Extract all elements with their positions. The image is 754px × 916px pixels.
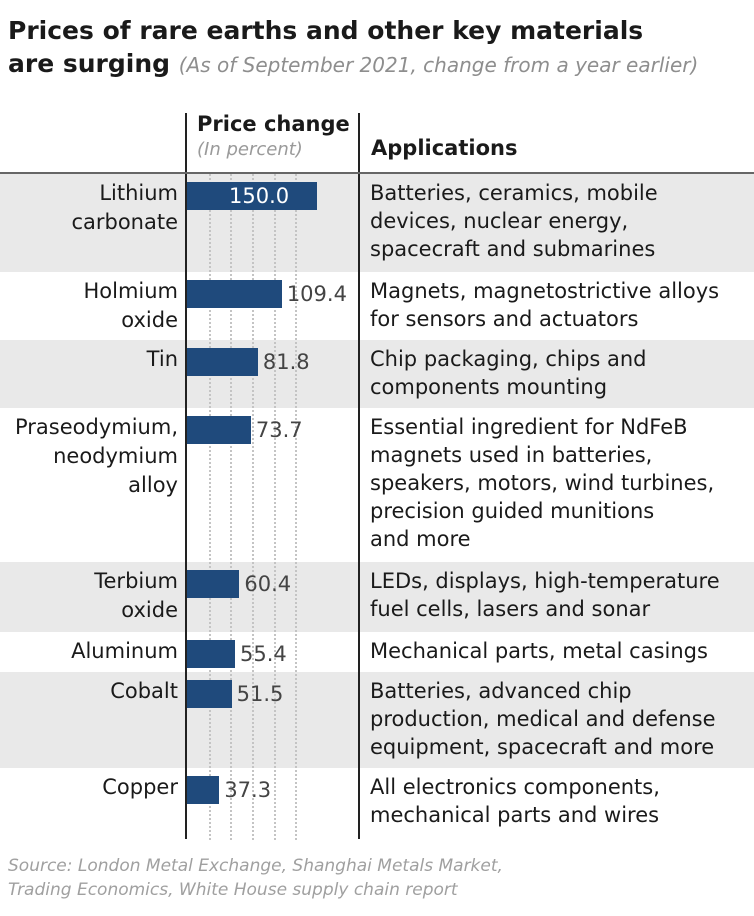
- application-line: components mounting: [370, 375, 608, 399]
- table-row: [0, 174, 754, 272]
- value-label: 51.5: [236, 682, 284, 706]
- value-label: 109.4: [286, 282, 347, 306]
- bar: [187, 182, 317, 210]
- value-label: 60.4: [244, 572, 292, 596]
- bar: [187, 640, 235, 668]
- source-line-1: Source: London Metal Exchange, Shanghai …: [8, 856, 503, 876]
- value-label: 55.4: [240, 642, 287, 666]
- title-line-2: are surging: [8, 49, 171, 78]
- price-change-header: Price change: [197, 112, 350, 136]
- applications-header: Applications: [371, 136, 518, 160]
- application-line: spacecraft and submarines: [370, 237, 656, 261]
- application-text: Mechanical parts, metal casings: [370, 637, 752, 665]
- gridline-50: [230, 174, 233, 840]
- category-label: Praseodymium, neodymium alloy: [15, 413, 178, 500]
- bar: [187, 348, 258, 376]
- gridline-125: [295, 174, 298, 840]
- bar: [187, 570, 240, 598]
- source-note: Source: London Metal Exchange, Shanghai …: [8, 854, 503, 902]
- category-label: Aluminum: [71, 637, 178, 666]
- table-row: [0, 340, 754, 408]
- category-label-line: Cobalt: [110, 679, 178, 703]
- category-label-line: neodymium: [53, 444, 178, 468]
- bar: [187, 416, 251, 444]
- bar: [187, 280, 282, 308]
- value-label: 37.3: [224, 778, 272, 802]
- category-label-line: oxide: [121, 308, 178, 332]
- bar: [187, 680, 232, 708]
- application-line: Batteries, advanced chip: [370, 679, 632, 703]
- application-line: and more: [370, 527, 471, 551]
- category-label: Holmium oxide: [83, 277, 178, 335]
- table-row: [0, 562, 754, 632]
- gridline-75: [252, 174, 254, 840]
- category-label-line: oxide: [121, 598, 178, 622]
- category-label: Copper: [102, 773, 178, 802]
- source-line-2: Trading Economics, White House supply ch…: [8, 880, 458, 900]
- application-text: LEDs, displays, high-temperature fuel cel…: [370, 567, 752, 623]
- application-line: for sensors and actuators: [370, 307, 639, 331]
- application-text: Chip packaging, chips and components moun…: [370, 345, 752, 401]
- chart-title: Prices of rare earths and other key mate…: [8, 14, 748, 82]
- application-line: Mechanical parts, metal casings: [370, 639, 708, 663]
- applications-divider: [358, 113, 360, 839]
- application-line: devices, nuclear energy,: [370, 209, 629, 233]
- category-label-line: Praseodymium,: [15, 415, 178, 439]
- application-text: Batteries, ceramics, mobile devices, nucl…: [370, 179, 752, 263]
- value-label: 73.7: [255, 418, 303, 442]
- chart-subtitle: (As of September 2021, change from a yea…: [178, 53, 699, 77]
- category-label-line: Lithium: [99, 181, 178, 205]
- label-divider: [185, 113, 187, 839]
- application-text: All electronics components, mechanical pa…: [370, 773, 752, 829]
- gridline-25: [208, 174, 211, 840]
- application-line: equipment, spacecraft and more: [370, 735, 715, 759]
- application-line: precision guided munitions: [370, 499, 655, 523]
- gridline-100: [273, 174, 276, 840]
- category-label: Lithium carbonate: [71, 179, 178, 237]
- table-row: [0, 672, 754, 768]
- category-label-line: Terbium: [94, 569, 178, 593]
- application-line: speakers, motors, wind turbines,: [370, 471, 715, 495]
- value-label: 81.8: [262, 350, 310, 374]
- category-label: Cobalt: [110, 677, 178, 706]
- category-label-line: Aluminum: [71, 639, 178, 663]
- application-text: Essential ingredient for NdFeB magnets us…: [370, 413, 752, 553]
- unit-header: (In percent): [197, 139, 303, 160]
- title-line-1: Prices of rare earths and other key mate…: [8, 16, 644, 45]
- application-line: All electronics components,: [370, 775, 660, 799]
- category-label-line: Holmium: [83, 279, 178, 303]
- application-line: Essential ingredient for NdFeB: [370, 415, 688, 439]
- category-label: Terbium oxide: [94, 567, 178, 625]
- header-divider: [0, 172, 754, 174]
- application-text: Magnets, magnetostrictive alloys for sens…: [370, 277, 752, 333]
- application-line: LEDs, displays, high-temperature: [370, 569, 720, 593]
- application-line: magnets used in batteries,: [370, 443, 653, 467]
- value-label: 150.0: [229, 184, 290, 208]
- category-label-line: carbonate: [71, 210, 178, 234]
- application-line: production, medical and defense: [370, 707, 716, 731]
- category-label: Tin: [147, 345, 178, 374]
- application-line: Magnets, magnetostrictive alloys: [370, 279, 720, 303]
- application-line: mechanical parts and wires: [370, 803, 660, 827]
- application-line: Batteries, ceramics, mobile: [370, 181, 658, 205]
- bar: [187, 776, 220, 804]
- application-text: Batteries, advanced chip production, medi…: [370, 677, 752, 761]
- application-line: fuel cells, lasers and sonar: [370, 597, 651, 621]
- application-line: Chip packaging, chips and: [370, 347, 647, 371]
- category-label-line: alloy: [128, 473, 178, 497]
- category-label-line: Copper: [102, 775, 178, 799]
- category-label-line: Tin: [146, 347, 178, 371]
